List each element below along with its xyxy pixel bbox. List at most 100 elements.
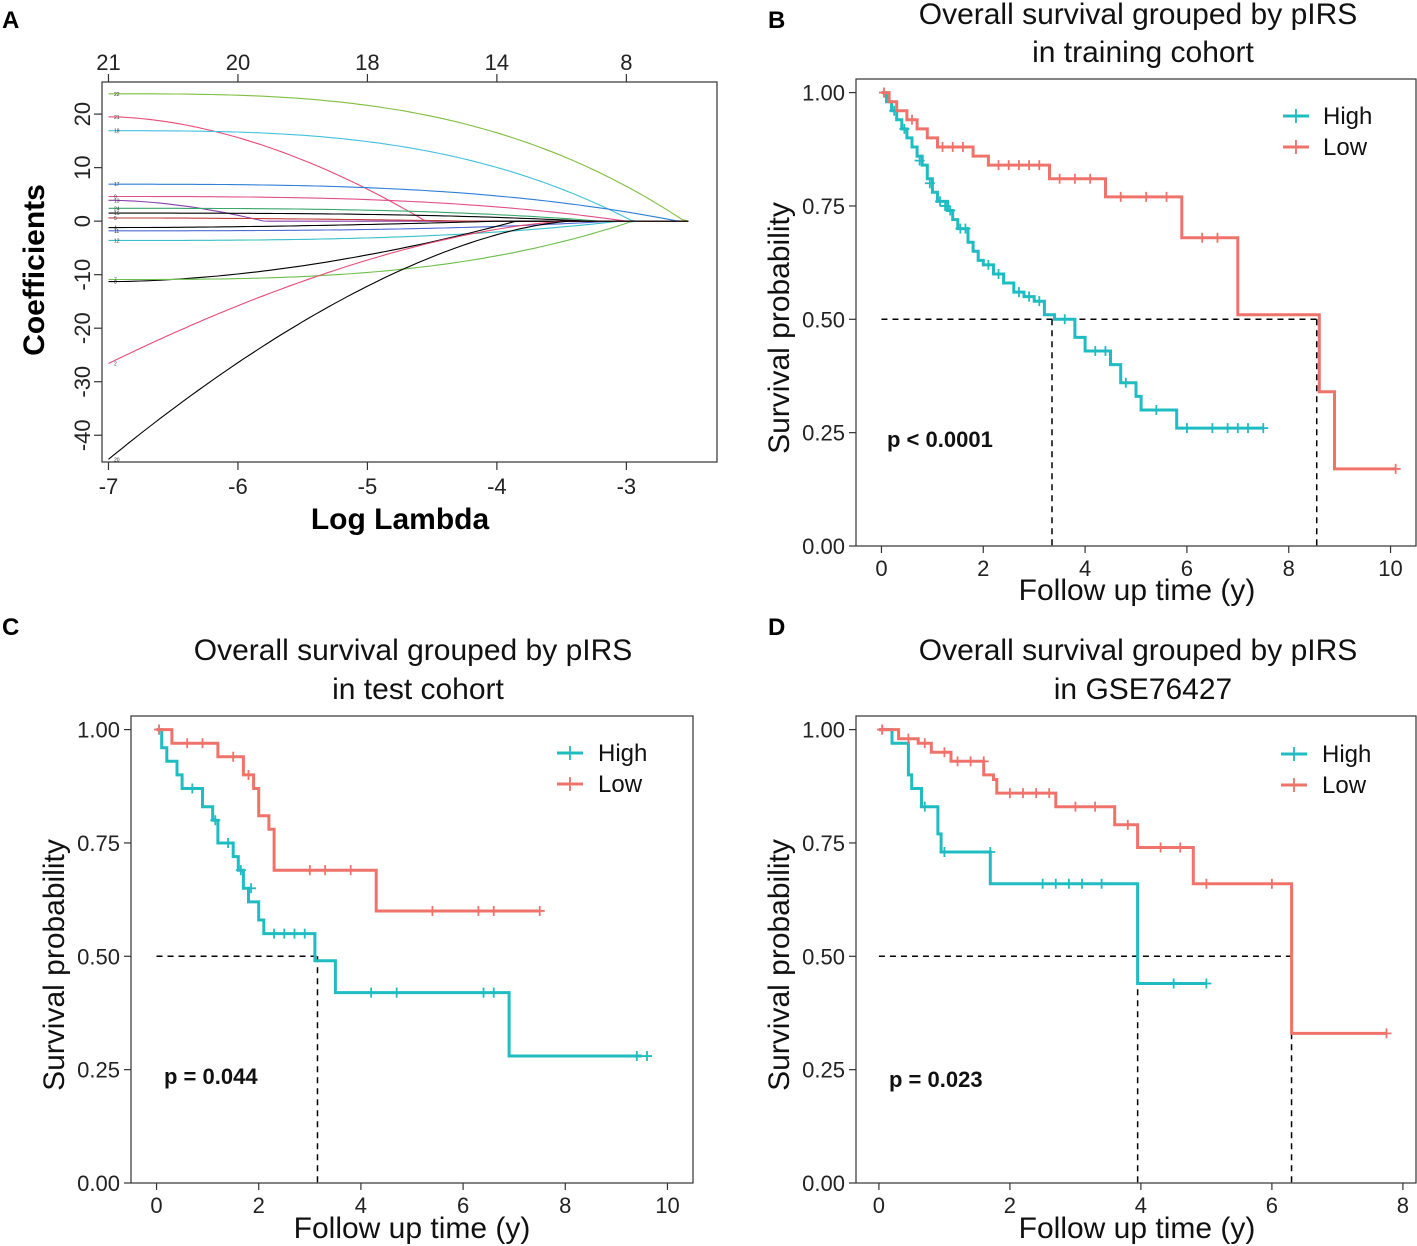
panel-label-a: A [2,7,19,34]
y-tick-label: 0.75 [802,194,845,219]
y-tick-label: 0.00 [77,1171,120,1196]
censor-mark-high [642,1051,653,1062]
censor-mark-high [939,847,950,858]
censor-mark-high [899,123,910,134]
censor-mark-high [223,837,234,848]
axes-c: 0 2 4 6 8 10 0.00 0.25 0.50 0.75 1.00 [77,718,680,1218]
x-tick-label: 8 [1283,556,1295,581]
censor-mark-high [1013,287,1024,298]
y-tick-label: 0.25 [802,1058,845,1083]
panel-b-km-training: B Overall survival grouped by pIRS in tr… [763,0,1417,607]
legend-censor-low: + [1287,135,1305,160]
x-tick-label: -6 [228,474,248,499]
legend-label-high: High [1322,741,1371,768]
x-tick-label: 0 [150,1193,162,1218]
title-c-line1: Overall survival grouped by pIRS [194,634,633,667]
censor-mark-high [1181,423,1192,434]
plot-frame-a [101,81,718,463]
censor-mark-low [1161,191,1172,202]
panel-c-km-test: C Overall survival grouped by pIRS in te… [2,614,694,1245]
y-axis-a: -40 -30 -20 -10 0 10 20 [70,102,102,451]
censor-mark-high [940,200,951,211]
censor-mark-high [289,928,300,939]
censor-mark-low [1090,801,1101,812]
censor-mark-high [1034,296,1045,307]
legend-censor-high: + [1287,104,1305,129]
censor-mark-high [1059,314,1070,325]
y-tick-label: 0.75 [802,831,845,856]
x-tick-label: 4 [1079,556,1091,581]
censor-mark-high [1076,878,1087,889]
censor-mark-high [919,801,930,812]
y-axis-title-b: Survival probability [763,202,796,454]
y-tick-label: 10 [70,155,95,179]
x-tick-label: 0 [873,1193,885,1218]
legend-label-low: Low [1322,772,1367,799]
km-curve-high [881,91,1264,430]
censor-mark-low [939,747,950,758]
censor-mark-high [366,987,377,998]
legend-label-high: High [598,740,647,767]
censor-mark-high [1222,423,1233,434]
x-tick-label: -7 [99,474,119,499]
x-axis-title-a: Log Lambda [311,503,490,536]
panel-label-b: B [768,7,785,34]
p-value-d: p = 0.023 [889,1067,983,1092]
censor-mark-high [391,987,402,998]
censor-mark-high [1024,291,1035,302]
y-axis-title-d: Survival probability [763,839,796,1091]
x-axis-title-d: Follow up time (y) [1019,1212,1256,1245]
censor-mark-high [993,268,1004,279]
y-tick-label: -10 [70,259,95,291]
y-tick-label: -30 [70,366,95,398]
censor-mark-high [269,928,280,939]
censor-mark-high [1168,978,1179,989]
censor-mark-low [907,114,917,125]
x-tick-label: 2 [253,1193,265,1218]
censor-mark-high [1100,346,1111,357]
censor-mark-low [1381,1028,1392,1039]
panel-a-lasso-plot: A 21 20 18 14 8 -7 -6 -5 -4 -3 -40 -30 -20 -10 0 10 20… [2,7,718,536]
censor-mark-low [1004,788,1015,799]
censor-mark-low [919,738,930,749]
top-axis-a: 21 20 18 14 8 [96,50,632,82]
censor-mark-low [1122,819,1133,830]
coef-path-12 [108,220,689,241]
censor-mark-low [1155,842,1166,853]
censor-mark-low [952,756,963,767]
coef-path-11 [108,220,689,232]
censor-mark-low [154,724,165,735]
censor-mark-low [1115,191,1126,202]
x-tick-label: 6 [1266,1193,1278,1218]
censor-mark-low [1085,173,1096,184]
coef-path-label: 18 [114,129,120,135]
censor-mark-low [1031,788,1042,799]
coef-path-17 [108,183,689,222]
censor-mark-low [1212,232,1223,243]
censor-mark-low [1390,463,1401,474]
coef-path-label: 17 [114,182,120,188]
title-b-line2: in training cohort [1032,36,1254,69]
x-tick-label: 10 [1378,556,1402,581]
axes-b: 0 2 4 6 8 10 0.00 0.25 0.50 0.75 1.00 [802,81,1403,581]
km-curves-c [154,724,653,1062]
censor-mark-low [877,724,888,735]
km-curve-low [881,91,1396,471]
censor-mark-low [1034,160,1045,171]
top-tick-label: 21 [96,50,120,75]
censor-mark-high [299,928,310,939]
coef-path-label: 16 [114,211,120,217]
y-tick-label: 0.25 [802,421,845,446]
y-tick-label: 0.50 [77,944,120,969]
censor-mark-low [1054,173,1065,184]
coef-path-label: 20 [114,457,120,463]
top-tick-label: 20 [226,50,250,75]
censor-mark-high [279,928,290,939]
censor-mark-low [345,865,356,876]
coef-path-label: 8 [114,280,117,286]
y-tick-label: 0.50 [802,307,845,332]
censor-mark-low [182,738,193,749]
censor-mark-high [945,205,956,216]
